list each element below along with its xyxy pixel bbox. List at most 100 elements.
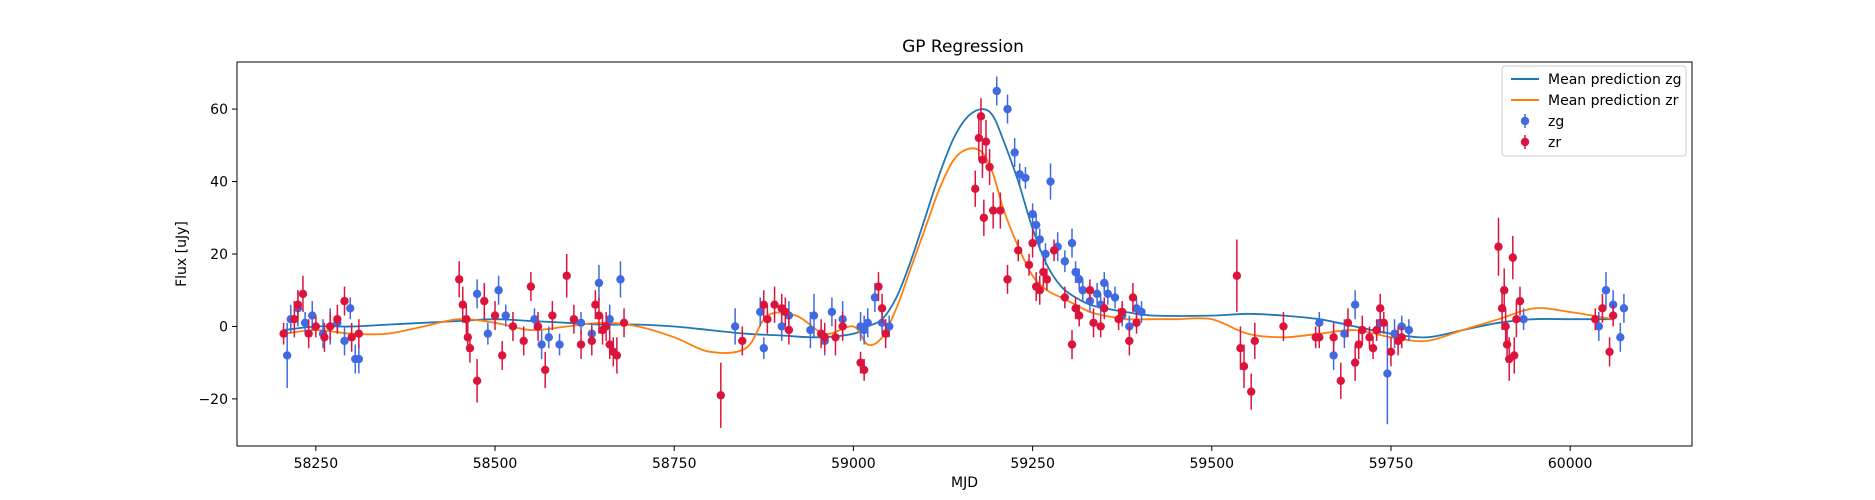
x-tick-label: 59000 [831, 456, 876, 472]
data-point [988, 206, 998, 215]
data-point [1014, 246, 1023, 255]
data-point [806, 325, 815, 335]
data-point [870, 293, 880, 302]
data-point [1125, 336, 1134, 346]
data-point [996, 206, 1005, 215]
data-point [1096, 322, 1105, 331]
data-point [1128, 293, 1138, 302]
data-point [756, 307, 765, 317]
data-point [784, 325, 794, 335]
legend-label: zr [1548, 135, 1561, 151]
data-point [562, 271, 571, 280]
data-point [519, 336, 528, 346]
data-point [885, 322, 894, 331]
data-point [859, 365, 869, 375]
data-point [820, 333, 829, 342]
data-point [770, 300, 779, 309]
data-point [1508, 253, 1518, 262]
data-point [1132, 318, 1141, 328]
data-point [612, 351, 622, 360]
data-point [1379, 318, 1388, 328]
data-point [1103, 289, 1113, 299]
data-point [463, 333, 472, 342]
data-point [279, 329, 288, 338]
series-zr [279, 98, 1618, 428]
data-point [333, 315, 342, 324]
data-point [501, 311, 510, 320]
data-point [763, 315, 772, 324]
x-tick-label: 59250 [1010, 456, 1055, 472]
y-axis-label: Flux [uJy] [174, 221, 190, 287]
data-point [472, 376, 482, 385]
data-point [1279, 322, 1288, 331]
data-point [282, 351, 292, 360]
data-point [490, 311, 500, 320]
data-point [1092, 289, 1102, 299]
data-point [1085, 286, 1095, 295]
data-point [576, 318, 586, 328]
data-point [1117, 307, 1127, 317]
data-point [1035, 286, 1044, 295]
data-point [304, 329, 313, 338]
data-point [526, 282, 536, 291]
data-point [458, 300, 467, 309]
y-tick-label: 0 [219, 319, 228, 335]
data-point [863, 318, 872, 328]
data-point [616, 275, 625, 284]
x-tick-label: 58750 [652, 456, 697, 472]
data-point [472, 289, 482, 299]
y-tick-label: −20 [198, 392, 228, 408]
data-point [985, 162, 994, 172]
data-point [1074, 311, 1084, 320]
data-point [1078, 286, 1087, 295]
data-point [1089, 318, 1098, 328]
data-point [1594, 322, 1604, 331]
data-point [1354, 340, 1363, 349]
data-point [1100, 304, 1109, 313]
data-point [1601, 286, 1611, 295]
data-point [1003, 104, 1012, 114]
data-point [1071, 304, 1080, 313]
data-point [298, 289, 308, 299]
data-point [1071, 267, 1080, 277]
data-point [831, 333, 840, 342]
data-point [1039, 267, 1048, 277]
data-point [494, 286, 503, 295]
data-point [1329, 351, 1338, 360]
data-point [716, 391, 726, 400]
data-point [1035, 235, 1044, 244]
data-point [1060, 293, 1070, 302]
data-point [1041, 249, 1050, 259]
legend-label: Mean prediction zr [1548, 93, 1679, 109]
data-point [1315, 333, 1324, 342]
data-point [1340, 329, 1349, 338]
data-point [1502, 340, 1512, 349]
data-point [838, 322, 847, 331]
data-point [1232, 271, 1242, 280]
data-point [1024, 260, 1034, 270]
data-point [1246, 387, 1256, 396]
data-point [1512, 315, 1521, 324]
y-tick-label: 20 [210, 247, 228, 263]
data-point [1598, 304, 1607, 313]
data-point [346, 304, 355, 313]
data-point [1067, 340, 1077, 349]
data-point [1028, 209, 1037, 219]
y-axis-ticks: −20 0 20 40 60 [198, 102, 237, 408]
data-point [1494, 242, 1503, 251]
data-point [1350, 300, 1360, 309]
data-point [1501, 322, 1510, 331]
data-point [856, 358, 865, 367]
data-point [979, 213, 989, 222]
data-point [1608, 311, 1618, 320]
data-point [1397, 333, 1406, 342]
data-point [1239, 362, 1249, 371]
data-point [1250, 336, 1259, 346]
data-point [1137, 307, 1146, 317]
data-point [1236, 343, 1245, 353]
data-point [594, 311, 604, 320]
data-point [354, 354, 364, 364]
data-point [976, 112, 986, 121]
chart-title: GP Regression [902, 37, 1024, 57]
